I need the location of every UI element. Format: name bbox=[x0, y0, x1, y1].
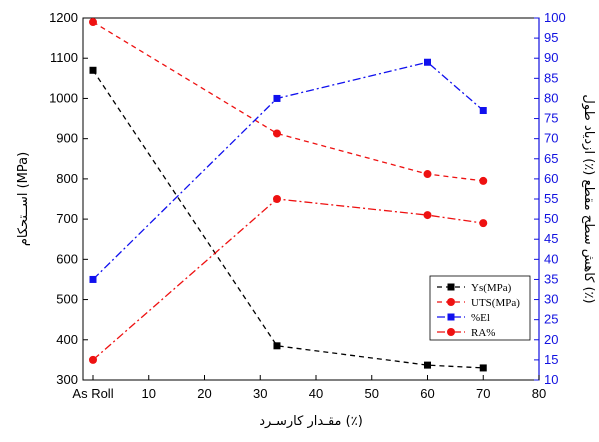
right-tick-label: 55 bbox=[544, 191, 558, 206]
data-point-marker bbox=[89, 355, 97, 364]
bottom-tick-label: 80 bbox=[532, 386, 546, 401]
bottom-tick-label: 40 bbox=[309, 386, 323, 401]
bottom-axis-ticks: As Roll 10 20 30 40 50 60 70 80 bbox=[72, 375, 546, 401]
data-point-marker bbox=[479, 107, 487, 115]
left-tick-label: 600 bbox=[56, 251, 78, 266]
right-tick-label: 50 bbox=[544, 211, 558, 226]
bottom-tick-label: 60 bbox=[420, 386, 434, 401]
data-point-marker bbox=[423, 211, 432, 220]
data-point-marker bbox=[89, 66, 97, 74]
x-axis-title: مقـدار کارسـرد (٪) bbox=[259, 414, 363, 429]
series-line-1 bbox=[92, 21, 484, 182]
legend-marker bbox=[447, 313, 455, 321]
left-tick-label: 300 bbox=[56, 372, 78, 387]
right-tick-label: 85 bbox=[544, 70, 558, 85]
bottom-tick-label: 20 bbox=[197, 386, 211, 401]
right-tick-label: 10 bbox=[544, 372, 558, 387]
right-tick-label: 90 bbox=[544, 50, 558, 65]
right-tick-label: 25 bbox=[544, 312, 558, 327]
series-line-2 bbox=[92, 61, 484, 280]
right-tick-label: 40 bbox=[544, 251, 558, 266]
left-tick-label: 1200 bbox=[49, 10, 78, 25]
right-tick-label: 60 bbox=[544, 171, 558, 186]
right-tick-label: 20 bbox=[544, 332, 558, 347]
right-tick-label: 35 bbox=[544, 271, 558, 286]
left-tick-label: 900 bbox=[56, 131, 78, 146]
left-tick-label: 800 bbox=[56, 171, 78, 186]
right-tick-label: 75 bbox=[544, 111, 558, 126]
legend-marker bbox=[447, 328, 455, 336]
left-axis-ticks: 300 400 500 600 700 800 900 1000 1100 1200 bbox=[49, 10, 88, 387]
right-axis-ticks: 10 15 20 25 30 35 40 45 50 55 60 65 70 75 80 85 90 95 100 bbox=[534, 10, 566, 387]
left-tick-label: 1000 bbox=[49, 90, 78, 105]
data-point-marker bbox=[89, 275, 97, 283]
left-tick-label: 700 bbox=[56, 211, 78, 226]
data-point-marker bbox=[479, 176, 488, 185]
data-point-marker bbox=[273, 94, 281, 102]
right-tick-label: 80 bbox=[544, 90, 558, 105]
bottom-tick-label: 50 bbox=[365, 386, 379, 401]
data-point-marker bbox=[272, 195, 281, 203]
right-tick-label: 15 bbox=[544, 352, 558, 367]
legend-marker bbox=[447, 298, 455, 306]
legend-label: %El bbox=[471, 312, 490, 324]
legend-marker bbox=[447, 283, 455, 291]
right-tick-label: 95 bbox=[544, 30, 558, 45]
data-point-marker bbox=[89, 18, 97, 27]
series-line-0 bbox=[92, 69, 484, 369]
data-point-marker bbox=[273, 342, 281, 350]
right-axis-title: کاهش سطح مقطع (٪) ازدیاد طول (٪) bbox=[581, 94, 596, 303]
left-tick-label: 400 bbox=[56, 332, 78, 347]
legend-label: Ys(MPa) bbox=[471, 282, 512, 294]
series-line-3 bbox=[92, 198, 484, 361]
bottom-tick-label: 70 bbox=[476, 386, 490, 401]
data-point-marker bbox=[479, 364, 487, 372]
right-tick-label: 70 bbox=[544, 131, 558, 146]
right-tick-label: 45 bbox=[544, 231, 558, 246]
bottom-tick-label: As Roll bbox=[72, 386, 113, 401]
left-tick-label: 1100 bbox=[50, 50, 78, 65]
legend: Ys(MPa) UTS(MPa) %El RA% bbox=[429, 275, 531, 341]
right-tick-label: 100 bbox=[544, 10, 566, 25]
right-tick-label: 30 bbox=[544, 292, 558, 307]
bottom-tick-label: 10 bbox=[142, 386, 156, 401]
data-point-marker bbox=[479, 219, 488, 228]
data-point-marker bbox=[424, 58, 431, 66]
legend-label: RA% bbox=[471, 327, 495, 339]
legend-label: UTS(MPa) bbox=[471, 297, 520, 309]
data-point-marker bbox=[424, 361, 431, 369]
right-tick-label: 65 bbox=[544, 151, 558, 166]
data-point-marker bbox=[423, 170, 432, 179]
data-point-marker bbox=[272, 129, 281, 138]
series-layer bbox=[89, 18, 488, 372]
left-tick-label: 500 bbox=[56, 292, 78, 307]
bottom-tick-label: 30 bbox=[253, 386, 267, 401]
left-axis-title: اســتحکام (MPa) bbox=[16, 152, 31, 246]
